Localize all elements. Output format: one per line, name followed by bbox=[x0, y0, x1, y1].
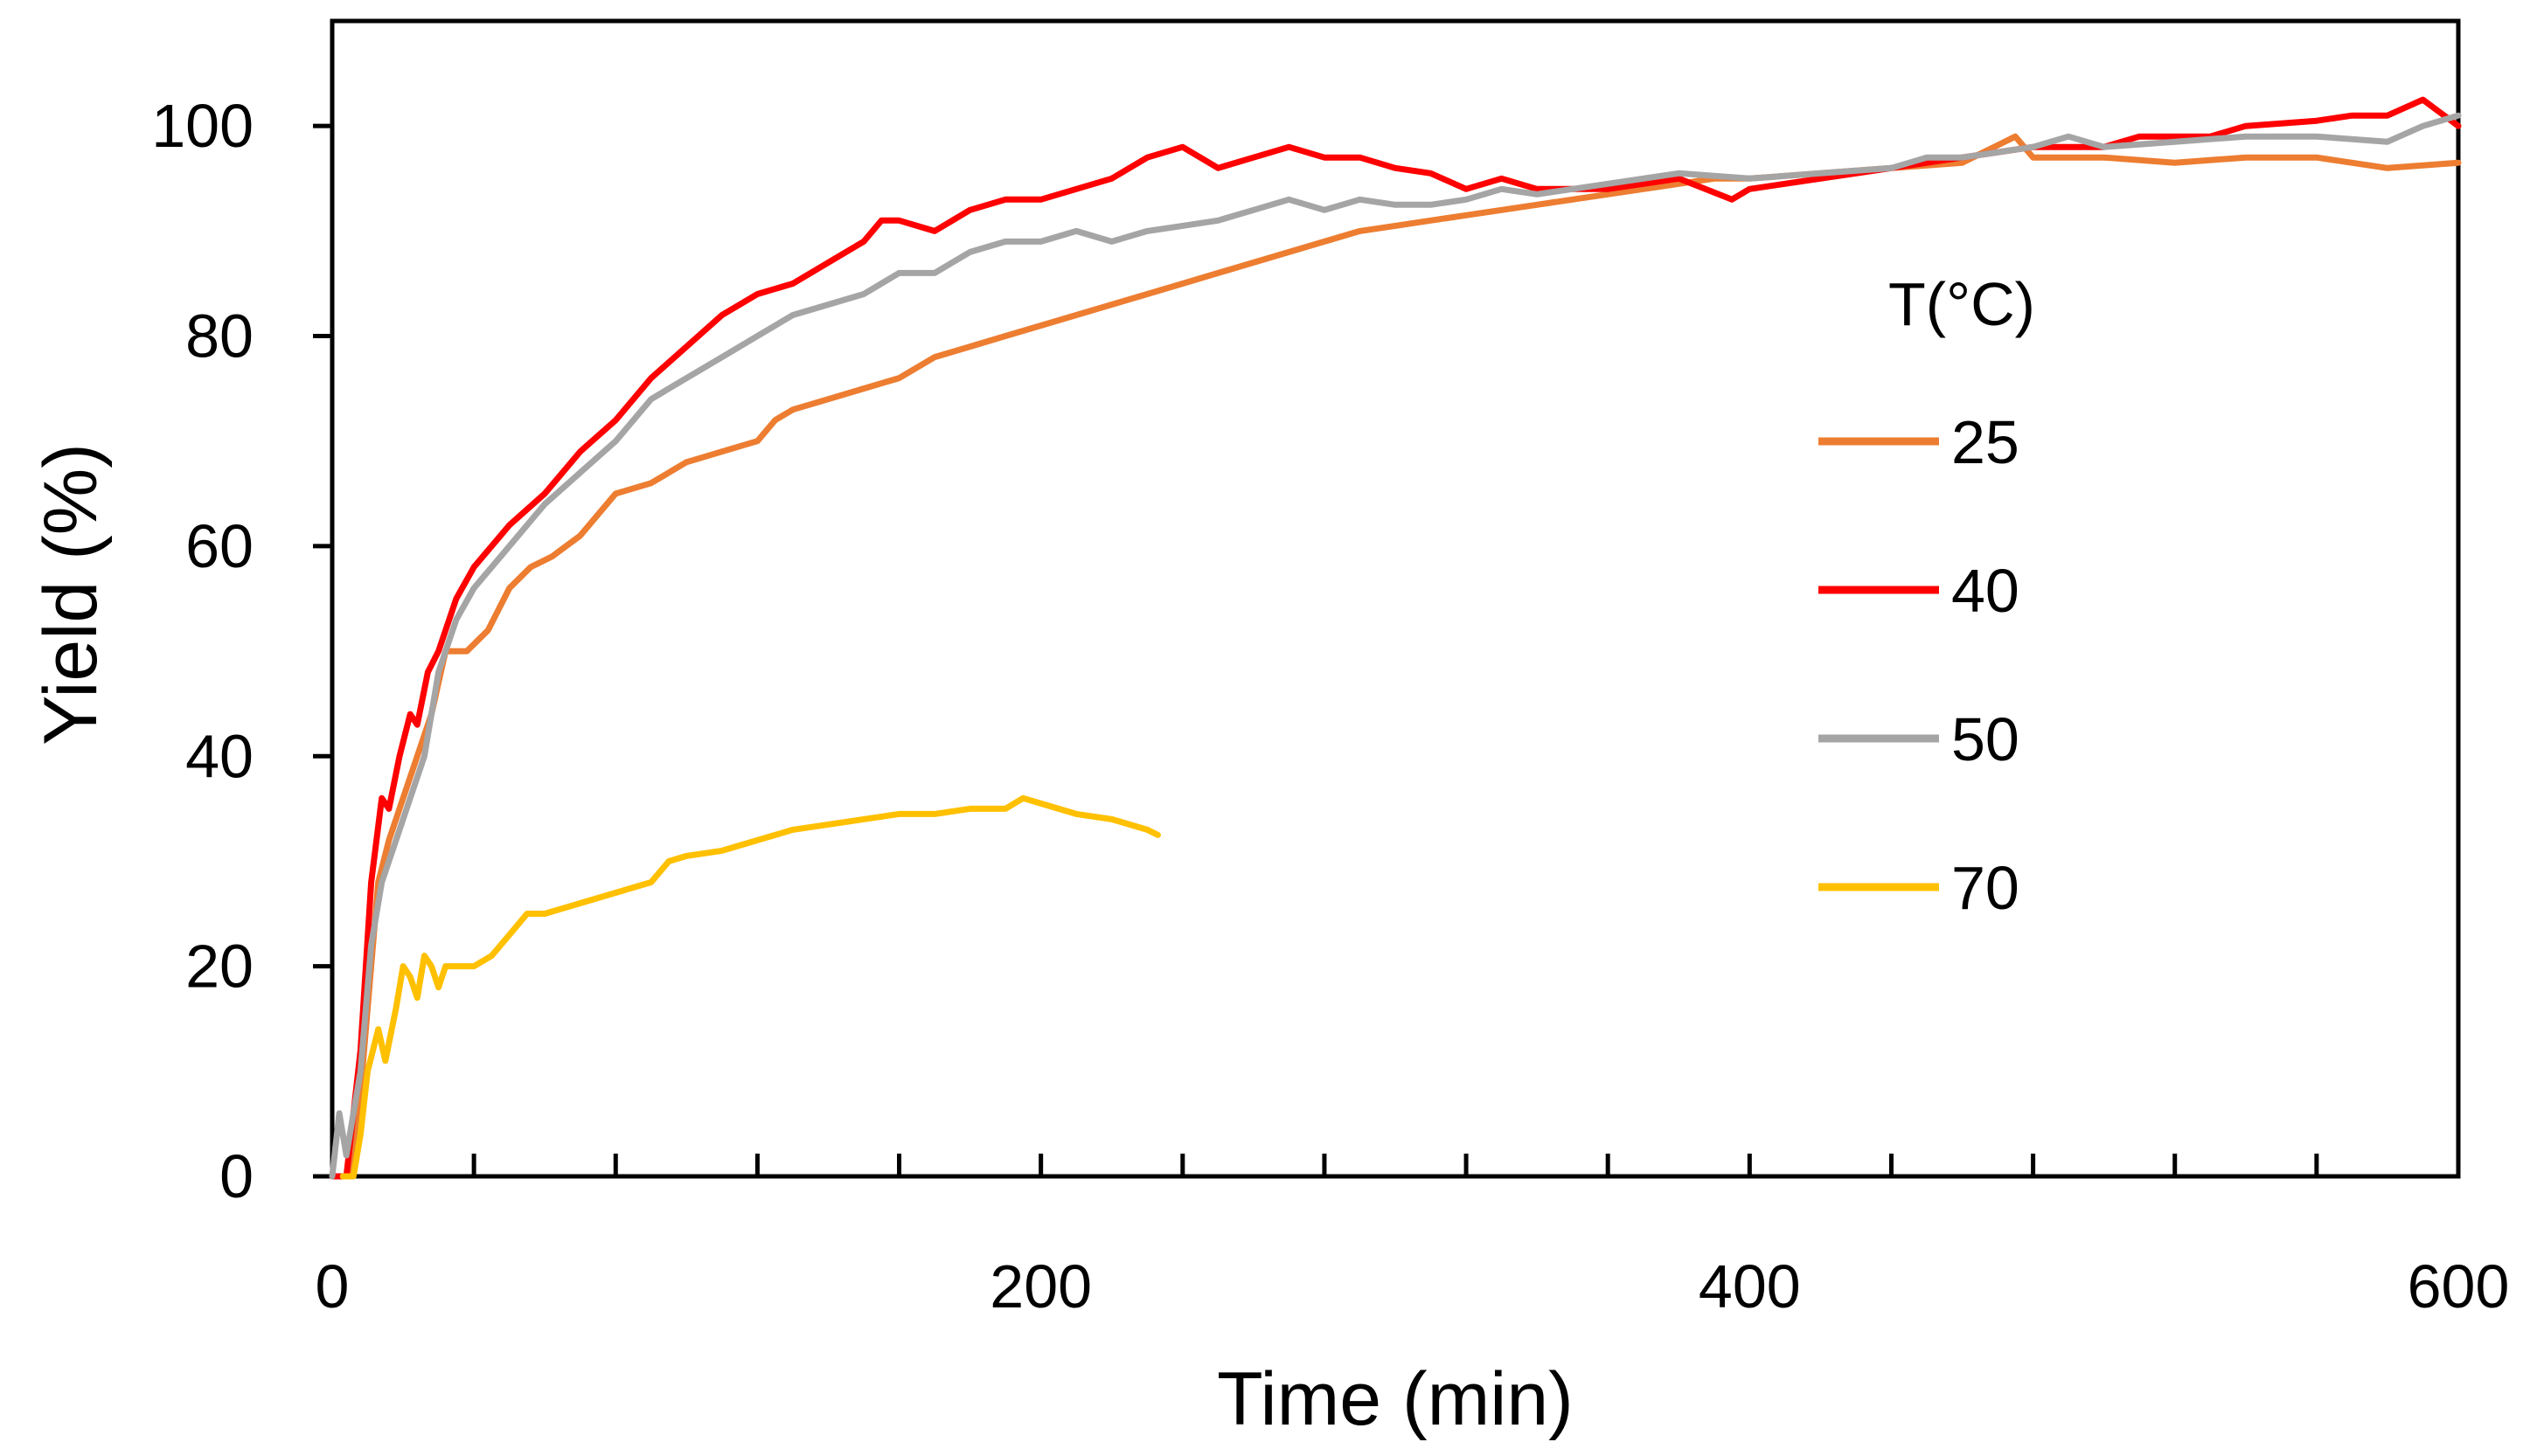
y-tick-label: 20 bbox=[185, 933, 254, 1001]
y-axis-ticks: 0 20 40 60 80 100 bbox=[151, 92, 332, 1210]
legend-label-25: 25 bbox=[1951, 408, 2019, 476]
y-tick-label: 60 bbox=[185, 512, 254, 580]
y-axis-title: Yield (%) bbox=[29, 443, 113, 745]
y-tick-label: 0 bbox=[219, 1142, 254, 1210]
y-tick-label: 80 bbox=[185, 302, 254, 371]
x-tick-label: 200 bbox=[990, 1252, 1092, 1321]
series-line-40 bbox=[329, 96, 2462, 1180]
y-tick-label: 100 bbox=[151, 92, 254, 160]
series-lines bbox=[329, 96, 2462, 1180]
series-line-50 bbox=[329, 112, 2462, 1180]
series-line-70 bbox=[339, 794, 1161, 1180]
legend-label-40: 40 bbox=[1951, 557, 2019, 625]
legend-label-70: 70 bbox=[1951, 854, 2019, 922]
x-tick-label: 600 bbox=[2408, 1252, 2510, 1321]
plot-frame bbox=[330, 18, 2461, 1179]
legend-label-50: 50 bbox=[1951, 705, 2019, 773]
series-line-25 bbox=[329, 133, 2462, 1180]
x-axis-ticks: 0 200 400 600 bbox=[316, 1154, 2510, 1321]
x-tick-label: 400 bbox=[1699, 1252, 1801, 1321]
x-axis-title: Time (min) bbox=[1217, 1357, 1574, 1441]
x-tick-label: 0 bbox=[316, 1252, 350, 1321]
legend: T(°C) 25 40 50 70 bbox=[1818, 270, 2035, 922]
y-tick-label: 40 bbox=[185, 722, 254, 790]
legend-title: T(°C) bbox=[1888, 270, 2035, 338]
